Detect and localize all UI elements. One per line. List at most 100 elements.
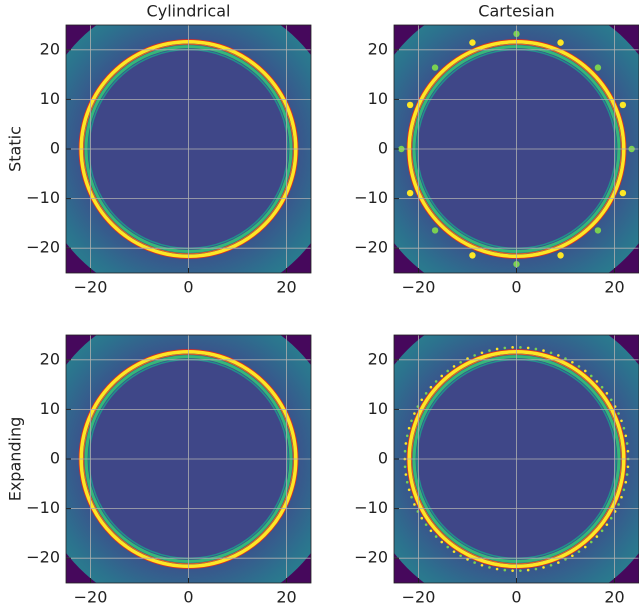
y-tick-label: −20 <box>354 238 388 257</box>
blob <box>406 101 414 109</box>
blob <box>410 495 413 499</box>
y-tick-label: 0 <box>378 139 388 158</box>
panel: −20 0 20 −20 −10 0 10 20 <box>354 334 639 603</box>
y-tick-label: −20 <box>26 238 60 257</box>
x-tick-label: 20 <box>604 588 624 603</box>
blob <box>503 568 507 572</box>
y-tick-label: 0 <box>50 139 60 158</box>
blob <box>594 64 602 71</box>
blob <box>600 529 604 533</box>
row-label: Expanding <box>6 417 25 502</box>
blob <box>617 412 620 415</box>
blob <box>605 523 609 526</box>
y-tick-label: 10 <box>40 399 60 418</box>
panel-title: Cylindrical <box>147 2 231 21</box>
blob <box>480 563 484 567</box>
blob <box>589 374 593 378</box>
y-tick-label: −10 <box>26 188 60 207</box>
blob <box>434 380 438 383</box>
blob <box>577 550 581 553</box>
panel-title: Cartesian <box>478 2 554 21</box>
x-tick-label: 0 <box>511 278 521 297</box>
y-tick-label: 10 <box>40 89 60 108</box>
blob <box>431 227 439 234</box>
blob <box>622 488 626 492</box>
blob <box>626 449 630 453</box>
blob <box>413 412 416 415</box>
blob <box>626 465 630 469</box>
blob <box>469 39 476 46</box>
blob <box>617 503 620 506</box>
blob <box>495 567 499 571</box>
x-tick-label: −20 <box>74 588 108 603</box>
x-tick-label: 20 <box>276 588 296 603</box>
y-tick-label: 0 <box>50 449 60 468</box>
blob <box>480 351 484 355</box>
blob <box>473 561 476 564</box>
y-tick-label: −10 <box>26 498 60 517</box>
blob <box>526 568 530 572</box>
blob <box>466 558 469 561</box>
blob <box>469 252 476 259</box>
blob <box>624 480 628 484</box>
blob <box>624 434 628 438</box>
blob <box>440 374 444 378</box>
blob <box>466 357 469 360</box>
row-label: Static <box>6 126 25 172</box>
blob <box>404 442 408 445</box>
blob <box>459 554 462 558</box>
x-tick-label: 20 <box>604 278 624 297</box>
blob <box>534 347 538 351</box>
blob <box>577 365 581 368</box>
blob <box>420 398 424 402</box>
x-tick-label: 0 <box>511 588 521 603</box>
blob <box>424 523 428 526</box>
blob <box>429 529 433 533</box>
blob <box>459 360 462 364</box>
x-tick-label: 0 <box>183 278 193 297</box>
blob <box>406 189 414 197</box>
blob <box>431 64 439 71</box>
blob <box>488 566 491 569</box>
blob <box>594 227 602 234</box>
blob <box>595 535 599 538</box>
blob <box>600 385 604 389</box>
y-tick-label: 10 <box>368 89 388 108</box>
frame <box>65 334 312 584</box>
y-tick-label: 10 <box>368 399 388 418</box>
blob <box>446 369 450 373</box>
blob <box>534 567 538 571</box>
frame <box>393 334 639 584</box>
blob <box>564 558 567 561</box>
blob <box>410 419 413 423</box>
blob <box>557 354 560 357</box>
blob <box>405 434 409 438</box>
y-tick-label: 20 <box>40 349 60 368</box>
blob <box>452 365 456 368</box>
blob <box>511 569 514 572</box>
blob <box>473 354 476 357</box>
y-tick-label: 20 <box>368 349 388 368</box>
blob <box>526 346 530 350</box>
blob <box>424 392 428 395</box>
blob <box>619 189 627 197</box>
blob <box>542 349 545 352</box>
x-tick-label: −20 <box>402 588 436 603</box>
blob <box>440 540 444 544</box>
blob <box>557 39 564 46</box>
blob <box>407 488 411 492</box>
y-tick-label: 20 <box>40 39 60 58</box>
blob <box>549 563 553 567</box>
blob <box>557 561 560 564</box>
blob <box>605 392 609 395</box>
panel: −20 0 20 −20 −10 0 10 20 Expanding <box>6 334 312 603</box>
y-tick-label: −10 <box>354 188 388 207</box>
y-tick-label: −10 <box>354 498 388 517</box>
blob <box>420 516 424 520</box>
blob <box>429 385 433 389</box>
blob <box>519 569 522 572</box>
blob <box>434 535 438 538</box>
y-tick-label: −20 <box>26 548 60 567</box>
x-tick-label: 20 <box>276 278 296 297</box>
